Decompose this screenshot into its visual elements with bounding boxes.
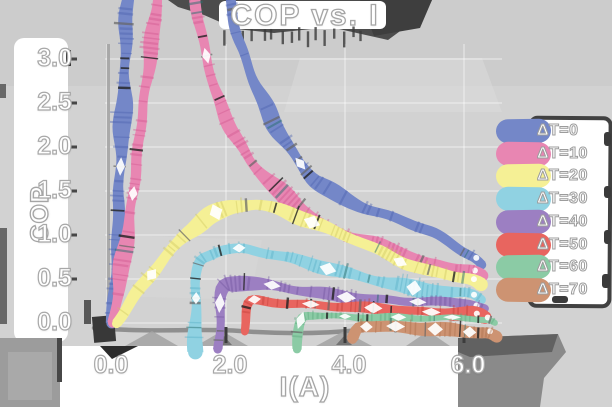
- x-tick-label: 6.0: [450, 350, 486, 379]
- y-tick-label: 0.5: [37, 263, 73, 292]
- legend-label: ΔT=60: [537, 258, 588, 276]
- legend-label: ΔT=0: [537, 122, 579, 140]
- chart-title: COP vs. I: [230, 0, 380, 33]
- y-tick-label: 1.5: [37, 175, 73, 204]
- x-axis-label: I(A): [279, 370, 331, 402]
- x-tick-label: 2.0: [212, 350, 248, 379]
- series-band: [290, 310, 498, 354]
- y-tick-label: 3.0: [37, 43, 73, 72]
- legend-label: ΔT=10: [537, 144, 588, 162]
- legend-border-mark: [602, 274, 610, 288]
- y-tick-label: 0.0: [37, 307, 73, 336]
- series-band: [346, 317, 503, 344]
- x-tick-label: 0.0: [93, 350, 129, 379]
- legend-label: ΔT=40: [537, 212, 588, 230]
- legend-border-mark: [604, 132, 611, 146]
- legend-label: ΔT=30: [537, 190, 588, 208]
- series-band: [111, 197, 488, 329]
- legend-border-mark: [604, 186, 611, 198]
- legend-border-mark: [604, 230, 611, 244]
- y-tick-label: 1.0: [37, 219, 73, 248]
- legend-border-mark: [552, 296, 568, 303]
- y-tick-label: 2.0: [37, 131, 73, 160]
- legend-label: ΔT=50: [537, 235, 588, 253]
- legend-label: ΔT=70: [537, 280, 588, 298]
- x-tick-label: 4.0: [331, 350, 367, 379]
- y-tick-label: 2.5: [37, 87, 73, 116]
- legend-label: ΔT=20: [537, 167, 588, 185]
- series-band: [104, 0, 487, 329]
